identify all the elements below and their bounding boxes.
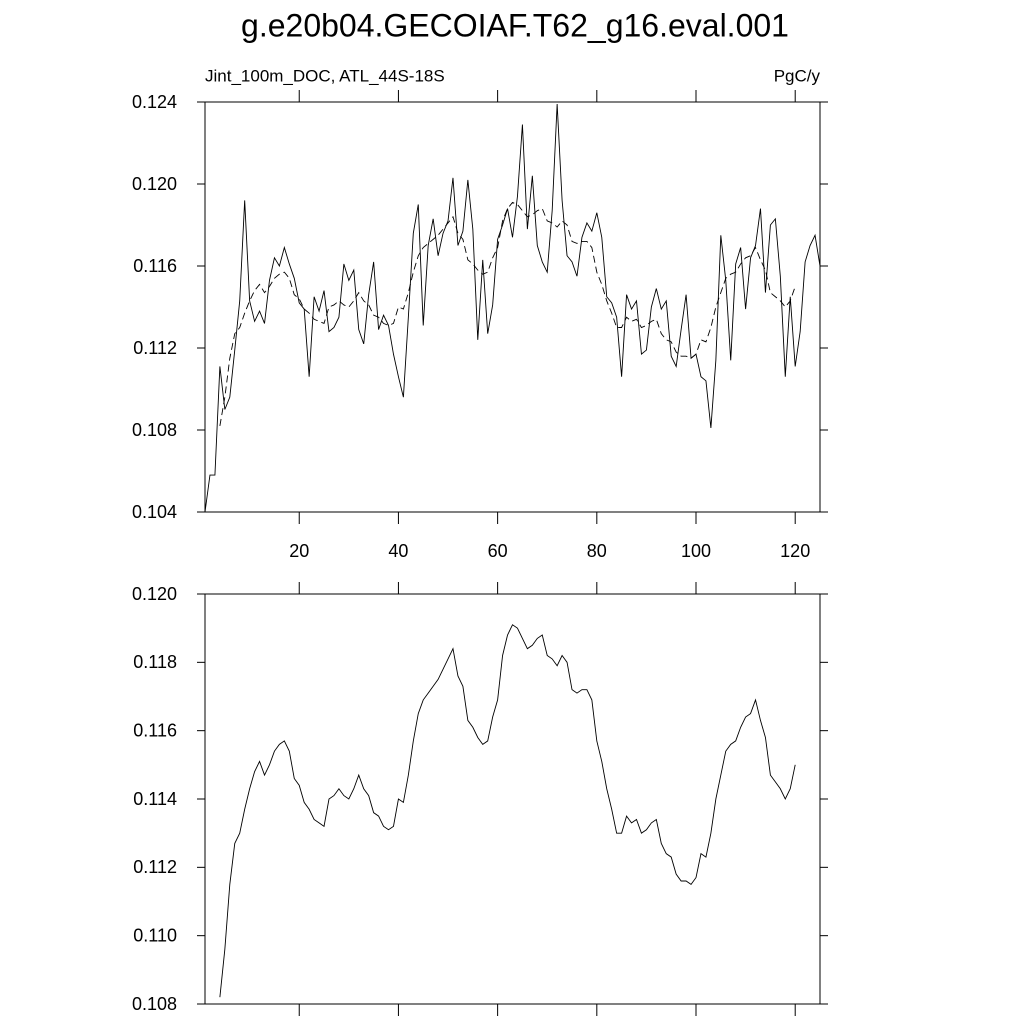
y-tick-label: 0.114 — [133, 789, 177, 809]
plot-frame — [204, 593, 821, 1005]
y-tick-label: 0.124 — [132, 92, 177, 112]
y-tick-label: 0.120 — [132, 584, 177, 604]
chart-title: g.e20b04.GECOIAF.T62_g16.eval.001 — [241, 7, 789, 43]
y-tick-label: 0.120 — [132, 174, 177, 194]
plot-frame — [204, 101, 821, 513]
x-tick-label: 100 — [681, 541, 711, 561]
y-tick-label: 0.116 — [133, 256, 177, 276]
y-tick-label: 0.118 — [133, 652, 177, 672]
y-tick-label: 0.112 — [133, 338, 177, 358]
y-tick-label: 0.110 — [133, 925, 177, 945]
data-line — [219, 201, 796, 426]
x-tick-label: 60 — [488, 541, 508, 561]
y-tick-label: 0.108 — [132, 420, 177, 440]
data-line — [204, 104, 821, 513]
x-tick-label: 120 — [780, 541, 810, 561]
right-subtitle: PgC/y — [774, 66, 821, 85]
x-tick-label: 80 — [587, 541, 607, 561]
y-tick-label: 0.108 — [132, 994, 177, 1014]
x-tick-label: 20 — [289, 541, 309, 561]
y-tick-label: 0.116 — [133, 720, 177, 740]
data-line — [219, 624, 796, 998]
x-tick-label: 40 — [388, 541, 408, 561]
left-subtitle: Jint_100m_DOC, ATL_44S-18S — [205, 66, 445, 85]
y-tick-label: 0.104 — [132, 502, 177, 522]
y-tick-label: 0.112 — [133, 857, 177, 877]
